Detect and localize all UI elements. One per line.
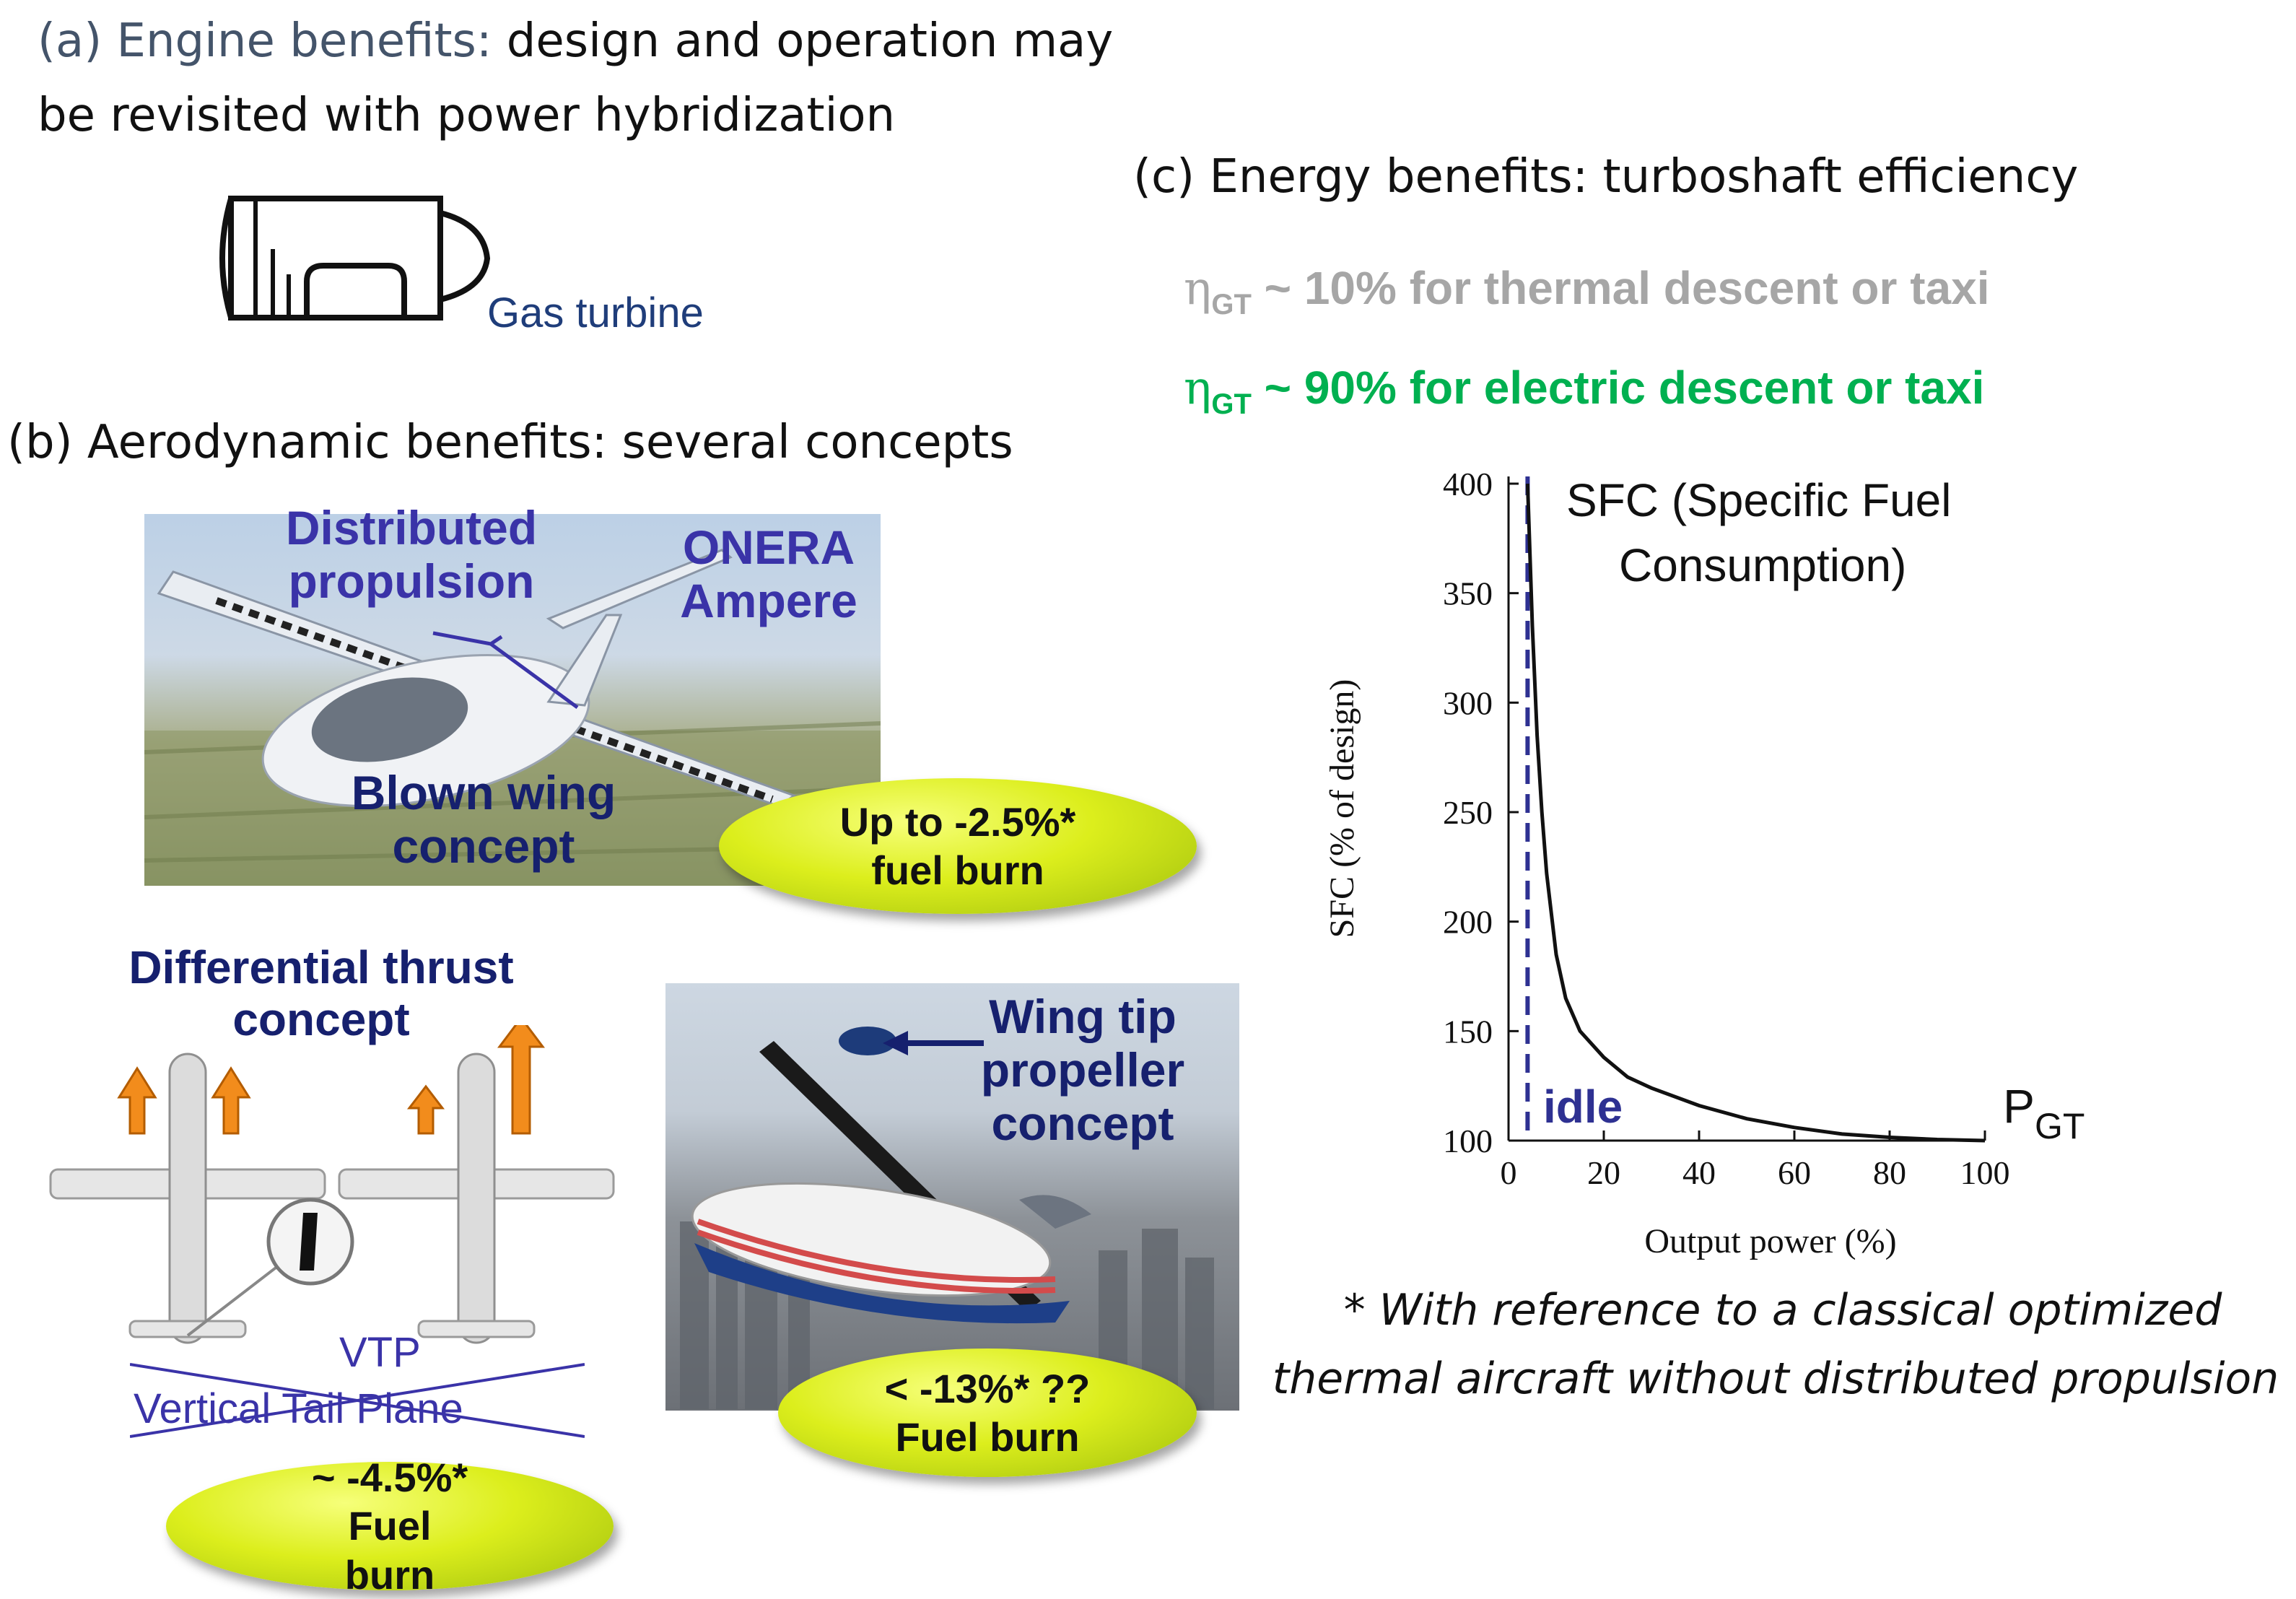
chart-axes (1507, 476, 1985, 1142)
y-tick-label: 150 (1443, 1013, 1493, 1050)
section-a-title: (a) Engine benefits: design and operatio… (38, 9, 1113, 74)
sfc-chart: 100 150 200 250 300 350 400 0 20 40 60 80 100 SFC (%… (1323, 466, 2085, 1260)
y-tick-label: 350 (1443, 575, 1493, 612)
y-tick-label: 250 (1443, 794, 1493, 831)
y-tick-label: 400 (1443, 466, 1493, 502)
power-subscript: GT (2035, 1106, 2085, 1146)
onera-ampere-image (144, 514, 881, 886)
section-a-lead: (a) Engine benefits: (38, 14, 492, 68)
y-tick-label: 100 (1443, 1123, 1493, 1159)
y-tick-label: 300 (1443, 684, 1493, 721)
chart-power-label: PGT (2003, 1079, 2085, 1146)
vtp-strike-through (130, 1363, 585, 1438)
eta-electric-text: ~ 90% for electric descent or taxi (1251, 362, 1985, 414)
ampere-fuel-burn-badge: Up to -2.5%* fuel burn (719, 778, 1197, 914)
chart-ticks: 100 150 200 250 300 350 400 0 20 40 60 80 100 (1443, 466, 2010, 1191)
eta-electric-line: ηGT ~ 90% for electric descent or taxi (1184, 361, 1984, 421)
blown-wing-label: Blown wing concept (351, 766, 616, 873)
gas-turbine-icon (219, 196, 491, 321)
section-a-rest: design and operation may (492, 14, 1114, 68)
chart-series (1525, 476, 1986, 1143)
x-tick-label: 0 (1501, 1154, 1517, 1191)
footnote-line1: * With reference to a classical optimize… (1343, 1285, 2222, 1336)
section-a-title-line2: be revisited with power hybridization (38, 89, 896, 142)
power-symbol: P (2003, 1079, 2035, 1133)
wing-tip-propeller-label: Wing tip propeller concept (980, 990, 1185, 1150)
footnote-line2: thermal aircraft without distributed pro… (1272, 1354, 2279, 1404)
eta-subscript: GT (1211, 388, 1252, 420)
wing-tip-arrow-icon (883, 1031, 984, 1055)
chart-annotation-line1: SFC (Specific Fuel (1566, 474, 1951, 526)
chart-annotation-line2: Consumption) (1619, 539, 1906, 591)
onera-ampere-label: ONERA Ampere (680, 520, 857, 627)
x-tick-label: 20 (1587, 1154, 1620, 1191)
x-tick-label: 80 (1873, 1154, 1906, 1191)
vtp-label: VTP (339, 1329, 421, 1376)
wing-tip-fuel-burn-badge: < -13%* ?? Fuel burn (778, 1349, 1197, 1477)
distributed-propulsion-label: Distributed propulsion (285, 501, 538, 608)
differential-thrust-aircraft-icon (49, 1025, 615, 1344)
wing-tip-propeller-image (665, 983, 1239, 1411)
sfc-curve (1525, 483, 1986, 1143)
eta-thermal-line: ηGT ~ 10% for thermal descent or taxi (1184, 261, 1989, 321)
eta-thermal-text: ~ 10% for thermal descent or taxi (1251, 262, 1990, 314)
section-b-title: (b) Aerodynamic benefits: several concep… (7, 416, 1013, 469)
differential-fuel-burn-badge: ~ -4.5%* Fuel burn (166, 1455, 614, 1598)
y-tick-label: 200 (1443, 904, 1493, 941)
x-tick-label: 60 (1778, 1154, 1811, 1191)
gas-turbine-label: Gas turbine (487, 289, 704, 336)
chart-idle-label: idle (1543, 1081, 1623, 1133)
eta-symbol: η (1184, 362, 1212, 415)
chart-x-axis-label: Output power (%) (1644, 1222, 1896, 1260)
x-tick-label: 100 (1960, 1154, 2010, 1191)
chart-y-axis-label: SFC (% of design) (1323, 679, 1361, 938)
eta-symbol: η (1184, 262, 1212, 315)
section-c-title: (c) Energy benefits: turboshaft efficien… (1133, 150, 2079, 204)
differential-thrust-label: Differential thrust concept (128, 941, 514, 1045)
x-tick-label: 40 (1682, 1154, 1716, 1191)
eta-subscript: GT (1211, 288, 1252, 321)
